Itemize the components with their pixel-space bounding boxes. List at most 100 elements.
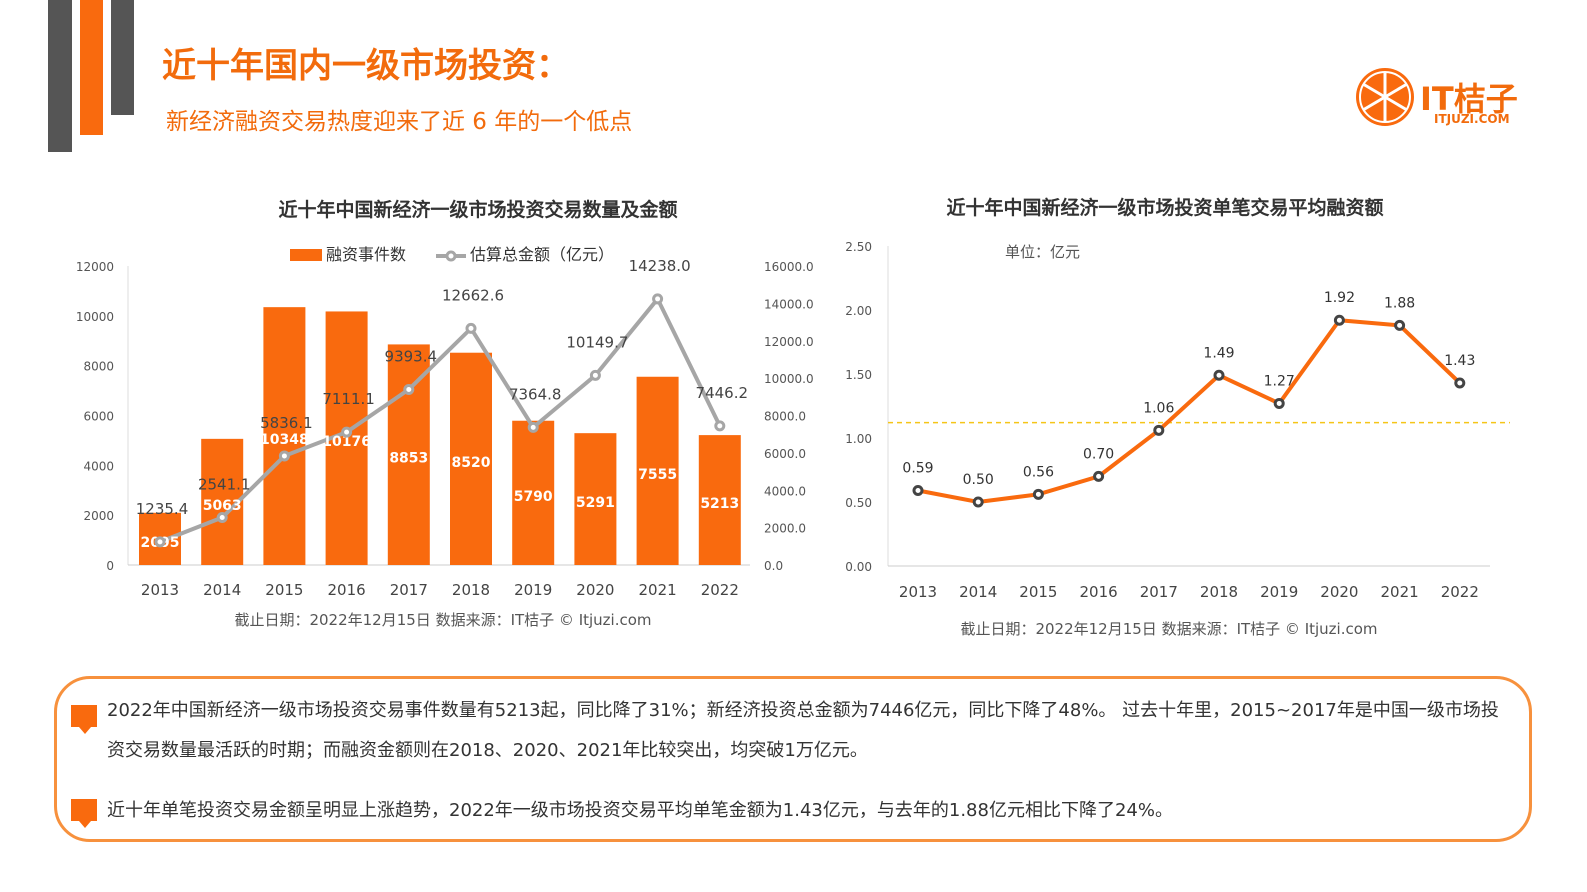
y-tick-left: 10000 — [76, 310, 114, 324]
page-subtitle: 新经济融资交易热度迎来了近 6 年的一个低点 — [166, 109, 633, 135]
x-tick: 2013 — [899, 583, 937, 601]
legend-bar-label: 融资事件数 — [326, 245, 406, 264]
line-point — [465, 322, 477, 334]
line-label: 1.49 — [1203, 345, 1234, 361]
line-point — [1213, 369, 1225, 381]
y-tick: 1.50 — [845, 368, 872, 382]
y-tick-right: 6000.0 — [764, 447, 806, 461]
unit-label: 单位：亿元 — [1005, 243, 1080, 261]
line-point — [1032, 488, 1044, 500]
line-label: 12662.6 — [442, 286, 504, 304]
footnote: 截止日期：2022年12月15日 数据来源：IT桔子 © Itjuzi.com — [960, 620, 1377, 638]
x-tick: 2016 — [1080, 583, 1118, 601]
bar — [698, 435, 741, 565]
line-label: 0.59 — [902, 460, 933, 476]
line-point — [278, 450, 290, 462]
chart-title: 近十年中国新经济一级市场投资交易数量及金额 — [278, 198, 677, 221]
line-series — [159, 295, 722, 544]
y-tick-right: 2000.0 — [764, 522, 806, 536]
bar — [512, 420, 555, 565]
chart-title: 近十年中国新经济一级市场投资单笔交易平均融资额 — [946, 196, 1383, 219]
x-tick: 2018 — [1200, 583, 1238, 601]
y-tick-right: 12000.0 — [764, 335, 814, 349]
line-label: 14238.0 — [629, 257, 691, 275]
line-label: 1.43 — [1444, 353, 1475, 369]
y-tick-left: 2000 — [83, 509, 114, 523]
line-label: 7446.2 — [696, 384, 749, 402]
line-point — [527, 421, 539, 433]
line-label: 7111.1 — [322, 390, 375, 408]
x-tick: 2014 — [203, 581, 241, 599]
line-label: 0.70 — [1083, 446, 1114, 462]
line-point — [589, 369, 601, 381]
line-point — [1093, 470, 1105, 482]
y-tick-right: 0.0 — [764, 559, 783, 573]
bar-label: 10348 — [260, 432, 309, 448]
y-tick: 2.00 — [845, 304, 872, 318]
legend-bar-swatch — [290, 249, 322, 261]
x-tick: 2017 — [390, 581, 428, 599]
bullet-icon — [71, 799, 97, 828]
x-tick: 2019 — [514, 581, 552, 599]
y-tick-right: 14000.0 — [764, 297, 814, 311]
line-point — [1273, 397, 1285, 409]
line-point — [1333, 314, 1345, 326]
x-tick: 2015 — [1019, 583, 1057, 601]
bar — [574, 433, 617, 565]
y-tick: 2.50 — [845, 240, 872, 254]
line-point — [972, 496, 984, 508]
line-point — [652, 293, 664, 305]
y-tick-left: 8000 — [83, 360, 114, 374]
bar-label: 5790 — [514, 489, 553, 505]
logo-domain: ITJUZI.COM — [1434, 112, 1510, 126]
bar — [387, 344, 430, 565]
bar — [636, 376, 679, 565]
line-point — [912, 484, 924, 496]
x-tick: 2020 — [576, 581, 614, 599]
line-label: 0.56 — [1023, 464, 1054, 480]
summary-point: 近十年单笔投资交易金额呈明显上涨趋势，2022年一级市场投资交易平均单笔金额为1… — [107, 800, 1173, 821]
line-label: 10149.7 — [566, 333, 628, 351]
x-tick: 2020 — [1320, 583, 1358, 601]
decor-bar — [48, 0, 72, 152]
bar — [263, 307, 306, 565]
line-label: 1.06 — [1143, 400, 1174, 416]
summary-point: 2022年中国新经济一级市场投资交易事件数量有5213起，同比降了31%；新经济… — [107, 700, 1499, 761]
x-tick: 2022 — [701, 581, 739, 599]
line-point — [1454, 377, 1466, 389]
y-tick: 0.50 — [845, 496, 872, 510]
line-label: 1235.4 — [136, 500, 189, 518]
line-label: 5836.1 — [260, 414, 313, 432]
bar-label: 5213 — [700, 496, 739, 512]
logo-text: IT桔子 — [1420, 80, 1518, 118]
line-label: 9393.4 — [385, 347, 438, 365]
bar-label: 7555 — [638, 467, 677, 483]
line-point — [216, 512, 228, 524]
y-tick-right: 8000.0 — [764, 410, 806, 424]
bar-label: 5291 — [576, 495, 615, 511]
bar-label: 5063 — [203, 498, 242, 514]
y-tick: 0.00 — [845, 560, 872, 574]
line-label: 1.88 — [1384, 295, 1415, 311]
y-tick-right: 16000.0 — [764, 260, 814, 274]
line-label: 0.50 — [963, 472, 994, 488]
x-tick: 2016 — [328, 581, 366, 599]
y-tick-left: 6000 — [83, 410, 114, 424]
x-tick: 2013 — [141, 581, 179, 599]
footnote: 截止日期：2022年12月15日 数据来源：IT桔子 © Itjuzi.com — [234, 611, 651, 629]
bar-label: 8520 — [452, 455, 491, 471]
decor-bar — [111, 0, 134, 115]
line-series — [917, 318, 1462, 505]
y-tick-left: 4000 — [83, 459, 114, 473]
line-point — [403, 383, 415, 395]
summary-box: 2022年中国新经济一级市场投资交易事件数量有5213起，同比降了31%；新经济… — [54, 676, 1532, 842]
line-label: 2541.1 — [198, 476, 251, 494]
bar — [450, 352, 492, 565]
x-tick: 2018 — [452, 581, 490, 599]
y-tick-left: 12000 — [76, 260, 114, 274]
line-point — [1153, 424, 1165, 436]
line-label: 1.27 — [1264, 373, 1295, 389]
bar-label: 8853 — [389, 451, 428, 467]
line-point — [1394, 319, 1406, 331]
